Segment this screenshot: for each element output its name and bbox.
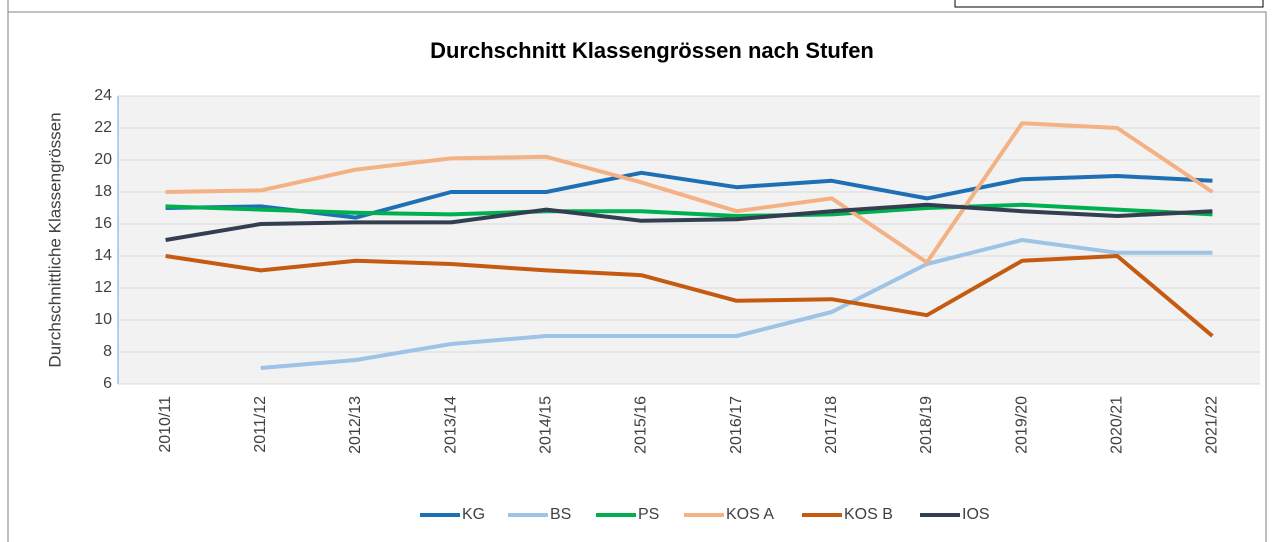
series-line [165,121,1214,265]
series-line [260,238,1213,370]
x-tick-label: 2010/11 [157,396,174,453]
y-tick-label: 10 [94,311,112,328]
legend-label: KG [462,506,485,523]
x-tick-label: 2013/14 [442,396,459,454]
series-line [165,202,1213,218]
x-tick-label: 2012/13 [347,396,364,454]
y-tick-label: 8 [103,343,112,360]
x-tick-label: 2015/16 [633,396,650,454]
y-tick-label: 6 [103,375,112,392]
x-tick-label: 2019/20 [1013,396,1030,454]
y-tick-label: 12 [94,279,112,296]
plot-area [118,96,1260,384]
series-line [165,202,1213,242]
series-line [165,170,1213,220]
x-tick-label: 2011/12 [252,396,269,453]
x-tick-label: 2020/21 [1108,396,1125,454]
x-tick-label: 2018/19 [918,396,935,454]
y-tick-label: 16 [94,215,112,232]
legend-label: BS [550,506,571,523]
legend-label: KOS B [844,506,893,523]
chart-title: Durchschnitt Klassengrössen nach Stufen [430,38,874,63]
x-tick-label: 2016/17 [728,396,745,454]
y-tick-label: 14 [94,247,112,264]
legend-label: IOS [962,506,990,523]
y-axis-label: Durchschnittliche Klassengrössen [45,112,64,367]
y-tick-label: 22 [94,119,112,136]
series-line [165,254,1214,338]
legend-label: PS [638,506,659,523]
y-tick-label: 20 [94,151,112,168]
y-tick-label: 24 [94,87,112,104]
header-box [954,0,1264,8]
legend-label: KOS A [726,506,774,523]
x-tick-label: 2017/18 [823,396,840,454]
y-tick-label: 18 [94,183,112,200]
x-tick-label: 2021/22 [1204,396,1221,454]
x-tick-label: 2014/15 [537,396,554,454]
